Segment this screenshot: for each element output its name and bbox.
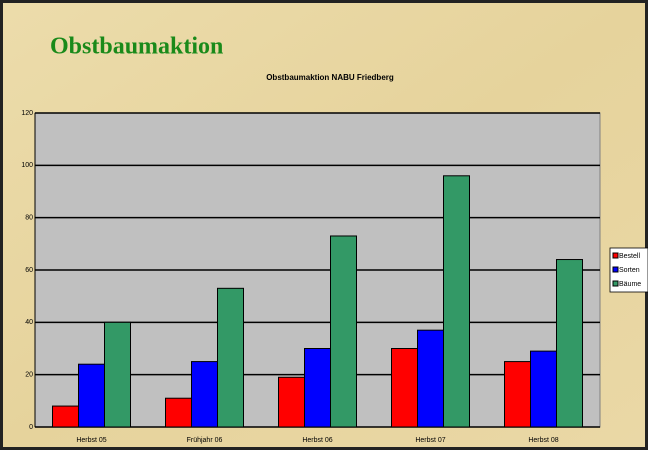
bar (330, 235, 357, 428)
x-tick-label: Herbst 05 (76, 437, 106, 444)
y-tick-label: 20 (25, 372, 33, 379)
bar (443, 175, 470, 428)
legend-swatch (612, 266, 619, 273)
y-tick-label: 120 (21, 110, 33, 117)
bar (278, 376, 305, 428)
y-tick-label: 40 (25, 319, 33, 326)
legend-swatch (612, 280, 619, 287)
bar (104, 321, 131, 428)
bar (217, 287, 244, 428)
legend-label: Bäume (619, 281, 641, 288)
y-tick-label: 0 (29, 424, 33, 431)
legend-swatch (612, 252, 619, 259)
bar (52, 405, 79, 428)
x-tick-label: Frühjahr 06 (187, 437, 223, 444)
bar (78, 363, 105, 428)
y-tick-label: 100 (21, 162, 33, 169)
x-tick-label: Herbst 08 (528, 437, 558, 444)
slide-title: Obstbaumaktion (50, 34, 223, 60)
x-tick-label: Herbst 07 (415, 437, 445, 444)
chart-title: Obstbaumaktion NABU Friedberg (266, 73, 394, 82)
y-tick-label: 80 (25, 215, 33, 222)
x-tick-label: Herbst 06 (302, 437, 332, 444)
bar (417, 329, 444, 428)
bar (304, 348, 331, 428)
legend-label: Bestell (619, 253, 640, 260)
legend-label: Sorten (619, 267, 640, 274)
y-tick-label: 60 (25, 267, 33, 274)
bar (165, 397, 192, 428)
bar (191, 361, 218, 428)
bar (504, 361, 531, 428)
bar (530, 350, 557, 428)
bar (556, 259, 583, 428)
bar (391, 348, 418, 428)
